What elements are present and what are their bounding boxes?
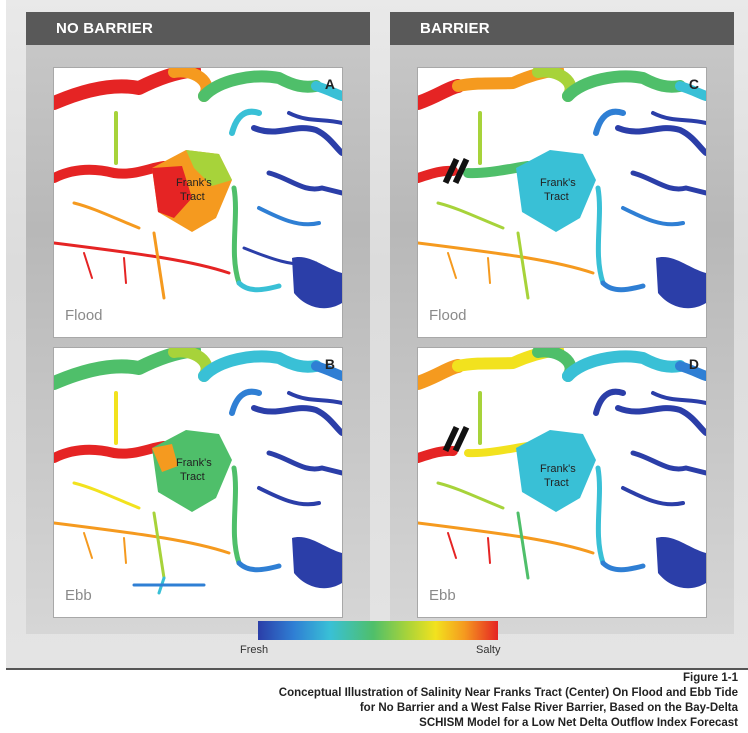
barrier-column: BARRIER <box>390 12 734 634</box>
salinity-legend: Fresh Salty <box>236 618 518 666</box>
no-barrier-column: NO BARRIER <box>26 12 370 634</box>
tract-label-line2: Tract <box>180 471 205 483</box>
legend-color-bar <box>258 621 498 640</box>
barrier-marker <box>442 157 470 185</box>
tide-label: Ebb <box>65 587 92 604</box>
panel-c-map: Frank's Tract <box>418 68 706 309</box>
caption-line-2: for No Barrier and a West False River Ba… <box>359 702 738 714</box>
panel-b: Frank's Tract B Ebb <box>54 348 342 617</box>
legend-fresh-label: Fresh <box>240 644 269 656</box>
legend-salty-label: Salty <box>476 644 501 656</box>
tide-label: Flood <box>429 307 467 324</box>
tide-label: Flood <box>65 307 103 324</box>
caption-line-3: SCHISM Model for a Low Net Delta Outflow… <box>419 717 738 729</box>
panel-a: Frank's Tract A Flood <box>54 68 342 337</box>
tract-label-line1: Frank's <box>540 177 576 189</box>
tract-label-line1: Frank's <box>176 177 212 189</box>
panel-d: Frank's Tract D Ebb <box>418 348 706 617</box>
tract-label-line1: Frank's <box>176 457 212 469</box>
panel-c: Frank's Tract C Flood <box>418 68 706 337</box>
tract-label-line2: Tract <box>544 477 569 489</box>
panel-letter: D <box>688 356 699 372</box>
panel-letter: A <box>324 76 335 92</box>
panel-letter: B <box>324 356 335 372</box>
tract-label-line2: Tract <box>544 191 569 203</box>
tract-label-line2: Tract <box>180 191 205 203</box>
panel-a-map: Frank's Tract <box>54 68 342 309</box>
panel-letter: C <box>688 76 699 92</box>
barrier-header: BARRIER <box>390 12 734 45</box>
tide-label: Ebb <box>429 587 456 604</box>
figure-number: Figure 1-1 <box>683 672 738 684</box>
no-barrier-header: NO BARRIER <box>26 12 370 45</box>
panel-d-map: Frank's Tract <box>418 348 706 589</box>
tract-label-line1: Frank's <box>540 463 576 475</box>
caption-line-1: Conceptual Illustration of Salinity Near… <box>278 687 738 699</box>
panel-b-map: Frank's Tract <box>54 348 342 595</box>
figure-caption: Figure 1-1 Conceptual Illustration of Sa… <box>6 668 748 733</box>
barrier-marker <box>442 425 470 453</box>
